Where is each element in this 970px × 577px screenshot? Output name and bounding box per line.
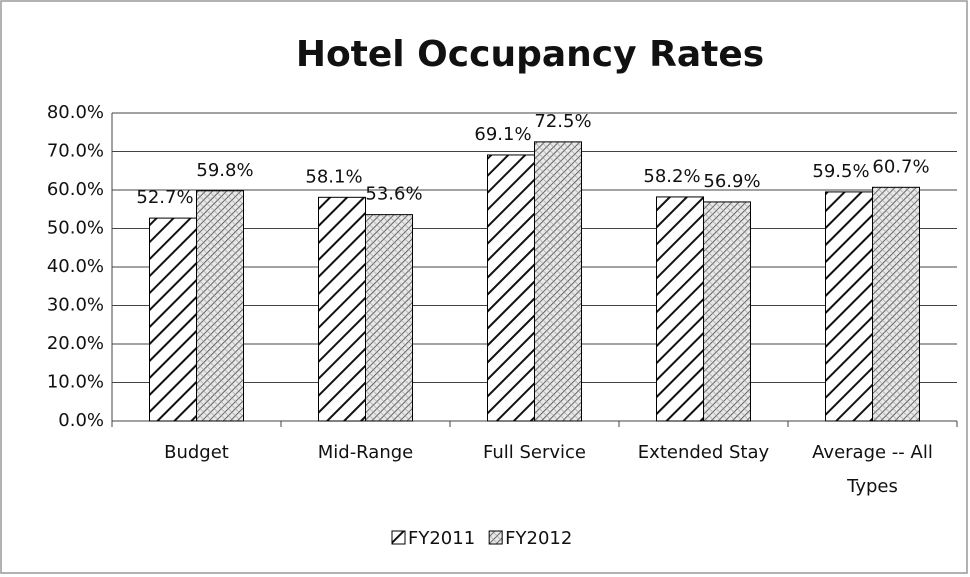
- y-tick-label: 40.0%: [47, 256, 104, 277]
- data-label: 56.9%: [703, 171, 760, 192]
- y-tick-label: 80.0%: [47, 102, 104, 123]
- bar: [703, 201, 751, 422]
- chart-title: Hotel Occupancy Rates: [296, 34, 764, 75]
- data-label: 60.7%: [872, 156, 929, 177]
- legend-label: FY2012: [505, 528, 572, 549]
- bar: [872, 186, 920, 422]
- bar: [365, 214, 413, 422]
- legend-swatch: [488, 530, 503, 545]
- y-tick-label: 30.0%: [47, 295, 104, 316]
- x-tick-label: Budget: [164, 442, 229, 463]
- data-label: 52.7%: [136, 187, 193, 208]
- y-tick-label: 70.0%: [47, 141, 104, 162]
- x-tick-label: Mid-Range: [317, 442, 414, 463]
- bar: [825, 191, 873, 422]
- data-label: 58.1%: [305, 166, 362, 187]
- bar: [149, 217, 197, 422]
- y-tick-label: 20.0%: [47, 333, 104, 354]
- data-label: 72.5%: [534, 111, 591, 132]
- y-tick-label: 0.0%: [58, 410, 104, 431]
- legend-swatch: [391, 530, 406, 545]
- data-label: 59.8%: [196, 160, 253, 181]
- bar: [487, 154, 535, 422]
- y-tick-label: 60.0%: [47, 179, 104, 200]
- bar: [196, 190, 244, 422]
- x-tick-label: Average -- All Types: [812, 442, 933, 497]
- bar: [534, 141, 582, 422]
- legend-label: FY2011: [408, 528, 475, 549]
- data-label: 69.1%: [474, 124, 531, 145]
- data-label: 53.6%: [365, 184, 422, 205]
- data-label: 58.2%: [643, 166, 700, 187]
- y-tick-label: 10.0%: [47, 372, 104, 393]
- x-tick-label: Full Service: [482, 442, 587, 463]
- bar: [656, 196, 704, 422]
- y-tick-label: 50.0%: [47, 218, 104, 239]
- x-tick-label: Extended Stay: [637, 442, 770, 463]
- data-label: 59.5%: [812, 161, 869, 182]
- bar: [318, 196, 366, 422]
